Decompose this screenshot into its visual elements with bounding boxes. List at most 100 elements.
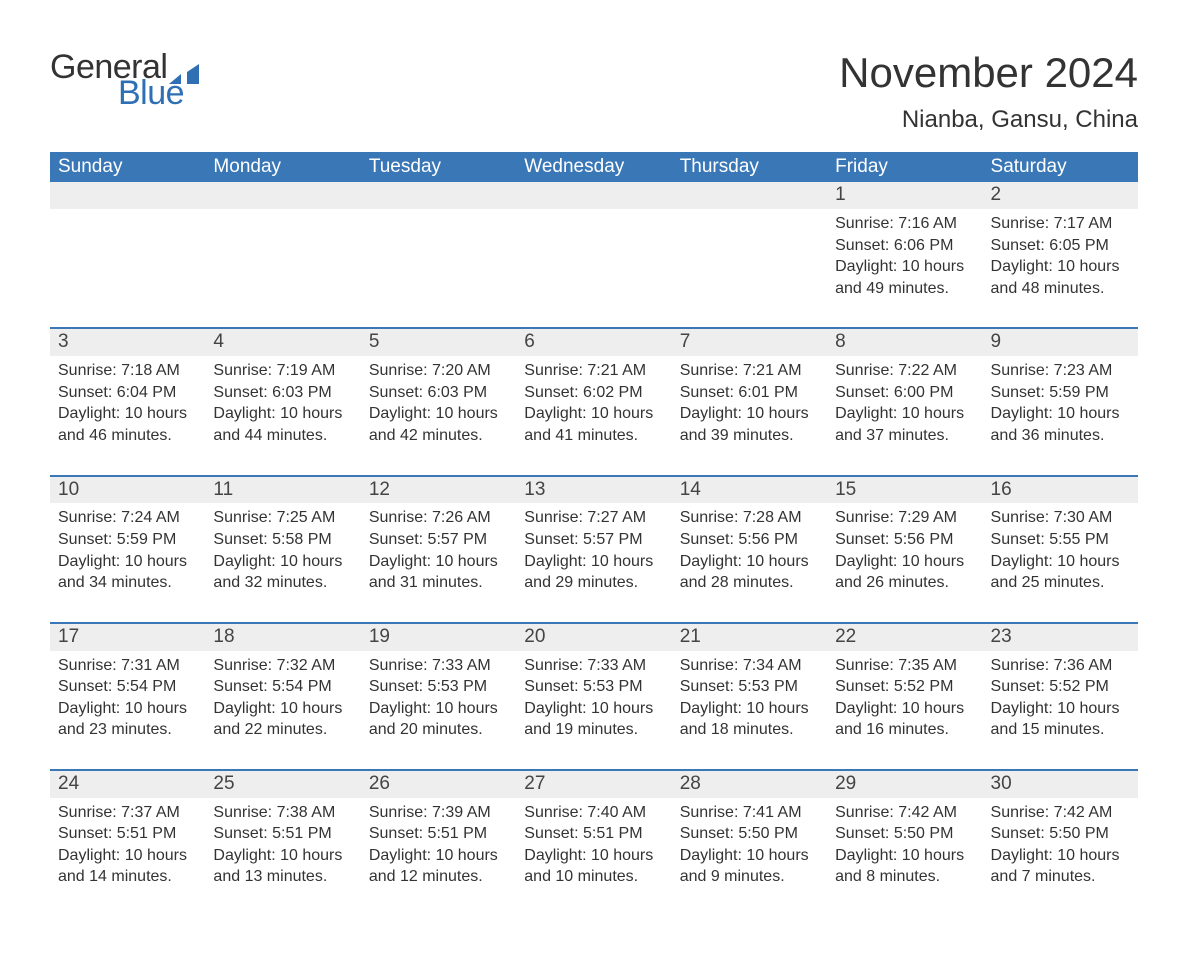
sunset-text: Sunset: 6:03 PM	[369, 382, 508, 404]
day-detail-row: Sunrise: 7:37 AMSunset: 5:51 PMDaylight:…	[50, 798, 1138, 916]
sunrise-text: Sunrise: 7:24 AM	[58, 507, 197, 529]
sunrise-text: Sunrise: 7:23 AM	[991, 360, 1130, 382]
day-detail-cell: Sunrise: 7:35 AMSunset: 5:52 PMDaylight:…	[827, 651, 982, 770]
day-detail-cell: Sunrise: 7:26 AMSunset: 5:57 PMDaylight:…	[361, 503, 516, 622]
sunrise-text: Sunrise: 7:22 AM	[835, 360, 974, 382]
sunrise-text: Sunrise: 7:21 AM	[524, 360, 663, 382]
day-number-cell: 19	[361, 624, 516, 651]
day-detail-cell: Sunrise: 7:29 AMSunset: 5:56 PMDaylight:…	[827, 503, 982, 622]
sunrise-text: Sunrise: 7:17 AM	[991, 213, 1130, 235]
day-detail-cell: Sunrise: 7:23 AMSunset: 5:59 PMDaylight:…	[983, 356, 1138, 475]
day-detail-cell	[205, 209, 360, 328]
sunset-text: Sunset: 5:52 PM	[835, 676, 974, 698]
day-number-cell: 30	[983, 771, 1138, 798]
daylight-text: Daylight: 10 hours and 12 minutes.	[369, 845, 508, 888]
daylight-text: Daylight: 10 hours and 19 minutes.	[524, 698, 663, 741]
sunset-text: Sunset: 5:50 PM	[680, 823, 819, 845]
sunset-text: Sunset: 5:51 PM	[58, 823, 197, 845]
day-detail-cell: Sunrise: 7:19 AMSunset: 6:03 PMDaylight:…	[205, 356, 360, 475]
day-number-cell: 28	[672, 771, 827, 798]
day-detail-row: Sunrise: 7:16 AMSunset: 6:06 PMDaylight:…	[50, 209, 1138, 328]
sunset-text: Sunset: 6:00 PM	[835, 382, 974, 404]
location-subtitle: Nianba, Gansu, China	[839, 106, 1138, 134]
sunset-text: Sunset: 5:52 PM	[991, 676, 1130, 698]
sunset-text: Sunset: 6:04 PM	[58, 382, 197, 404]
day-number-cell: 26	[361, 771, 516, 798]
daylight-text: Daylight: 10 hours and 46 minutes.	[58, 403, 197, 446]
daylight-text: Daylight: 10 hours and 28 minutes.	[680, 551, 819, 594]
day-number-cell: 22	[827, 624, 982, 651]
day-detail-cell: Sunrise: 7:21 AMSunset: 6:01 PMDaylight:…	[672, 356, 827, 475]
day-number-cell: 29	[827, 771, 982, 798]
day-number-row: 17181920212223	[50, 624, 1138, 651]
sunrise-text: Sunrise: 7:21 AM	[680, 360, 819, 382]
logo: General Blue	[50, 50, 199, 110]
title-block: November 2024 Nianba, Gansu, China	[839, 50, 1138, 134]
daylight-text: Daylight: 10 hours and 39 minutes.	[680, 403, 819, 446]
day-detail-cell: Sunrise: 7:31 AMSunset: 5:54 PMDaylight:…	[50, 651, 205, 770]
sunset-text: Sunset: 5:54 PM	[58, 676, 197, 698]
sunrise-text: Sunrise: 7:16 AM	[835, 213, 974, 235]
daylight-text: Daylight: 10 hours and 49 minutes.	[835, 256, 974, 299]
sunrise-text: Sunrise: 7:20 AM	[369, 360, 508, 382]
sunrise-text: Sunrise: 7:36 AM	[991, 655, 1130, 677]
sunset-text: Sunset: 5:53 PM	[369, 676, 508, 698]
day-number-cell: 13	[516, 477, 671, 504]
day-number-row: 3456789	[50, 329, 1138, 356]
day-detail-cell: Sunrise: 7:20 AMSunset: 6:03 PMDaylight:…	[361, 356, 516, 475]
day-detail-cell: Sunrise: 7:36 AMSunset: 5:52 PMDaylight:…	[983, 651, 1138, 770]
day-detail-cell: Sunrise: 7:32 AMSunset: 5:54 PMDaylight:…	[205, 651, 360, 770]
day-detail-cell	[361, 209, 516, 328]
daylight-text: Daylight: 10 hours and 25 minutes.	[991, 551, 1130, 594]
sunset-text: Sunset: 5:59 PM	[58, 529, 197, 551]
day-detail-cell: Sunrise: 7:22 AMSunset: 6:00 PMDaylight:…	[827, 356, 982, 475]
day-detail-cell: Sunrise: 7:21 AMSunset: 6:02 PMDaylight:…	[516, 356, 671, 475]
day-number-cell: 11	[205, 477, 360, 504]
sunrise-text: Sunrise: 7:39 AM	[369, 802, 508, 824]
sunrise-text: Sunrise: 7:37 AM	[58, 802, 197, 824]
day-detail-cell: Sunrise: 7:42 AMSunset: 5:50 PMDaylight:…	[827, 798, 982, 916]
day-number-cell: 5	[361, 329, 516, 356]
sunset-text: Sunset: 5:58 PM	[213, 529, 352, 551]
sunset-text: Sunset: 5:50 PM	[991, 823, 1130, 845]
day-number-cell: 25	[205, 771, 360, 798]
daylight-text: Daylight: 10 hours and 48 minutes.	[991, 256, 1130, 299]
sunrise-text: Sunrise: 7:40 AM	[524, 802, 663, 824]
day-detail-row: Sunrise: 7:18 AMSunset: 6:04 PMDaylight:…	[50, 356, 1138, 475]
page: General Blue November 2024 Nianba, Gansu…	[0, 0, 1188, 976]
day-number-row: 24252627282930	[50, 771, 1138, 798]
weekday-header: Thursday	[672, 152, 827, 182]
sunrise-text: Sunrise: 7:32 AM	[213, 655, 352, 677]
day-number-cell: 14	[672, 477, 827, 504]
sunrise-text: Sunrise: 7:33 AM	[524, 655, 663, 677]
daylight-text: Daylight: 10 hours and 14 minutes.	[58, 845, 197, 888]
day-number-cell: 1	[827, 182, 982, 209]
day-number-cell: 17	[50, 624, 205, 651]
daylight-text: Daylight: 10 hours and 23 minutes.	[58, 698, 197, 741]
daylight-text: Daylight: 10 hours and 34 minutes.	[58, 551, 197, 594]
daylight-text: Daylight: 10 hours and 22 minutes.	[213, 698, 352, 741]
day-number-cell	[672, 182, 827, 209]
day-detail-cell	[50, 209, 205, 328]
day-detail-cell	[516, 209, 671, 328]
day-number-cell: 10	[50, 477, 205, 504]
day-detail-cell: Sunrise: 7:40 AMSunset: 5:51 PMDaylight:…	[516, 798, 671, 916]
sunrise-text: Sunrise: 7:42 AM	[991, 802, 1130, 824]
sunset-text: Sunset: 5:56 PM	[835, 529, 974, 551]
day-number-cell: 24	[50, 771, 205, 798]
day-number-cell: 27	[516, 771, 671, 798]
sunrise-text: Sunrise: 7:25 AM	[213, 507, 352, 529]
day-detail-cell: Sunrise: 7:27 AMSunset: 5:57 PMDaylight:…	[516, 503, 671, 622]
day-number-cell: 23	[983, 624, 1138, 651]
daylight-text: Daylight: 10 hours and 9 minutes.	[680, 845, 819, 888]
sunrise-text: Sunrise: 7:31 AM	[58, 655, 197, 677]
day-number-cell: 20	[516, 624, 671, 651]
sunrise-text: Sunrise: 7:35 AM	[835, 655, 974, 677]
sunset-text: Sunset: 5:53 PM	[680, 676, 819, 698]
day-number-cell: 3	[50, 329, 205, 356]
daylight-text: Daylight: 10 hours and 15 minutes.	[991, 698, 1130, 741]
sunrise-text: Sunrise: 7:30 AM	[991, 507, 1130, 529]
daylight-text: Daylight: 10 hours and 8 minutes.	[835, 845, 974, 888]
day-detail-row: Sunrise: 7:24 AMSunset: 5:59 PMDaylight:…	[50, 503, 1138, 622]
sunset-text: Sunset: 5:57 PM	[524, 529, 663, 551]
